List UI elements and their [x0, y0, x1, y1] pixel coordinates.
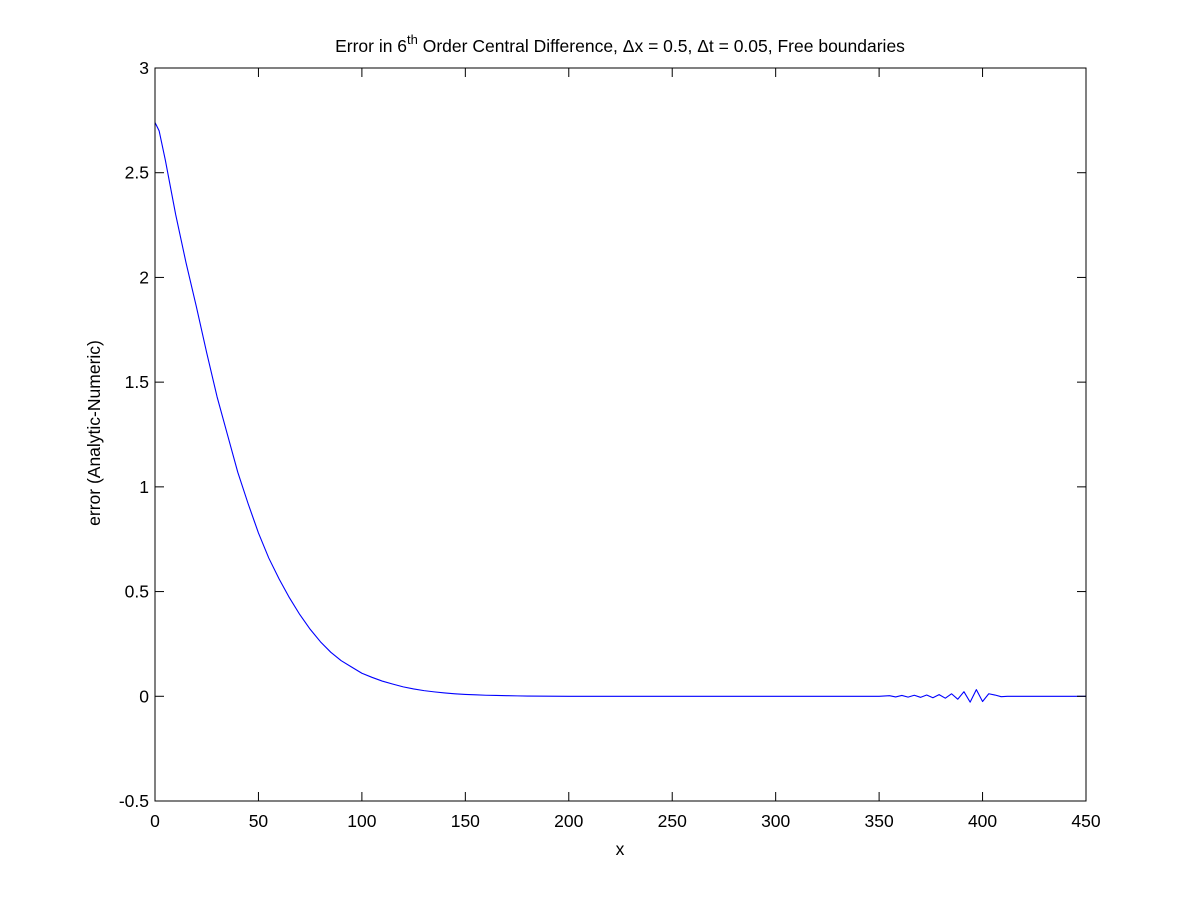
plot-area: 0 50 100 150 200 250 300 350 400 450-0.500.511.52…	[119, 58, 1101, 831]
x-tick-label: 150	[451, 811, 480, 831]
x-axis-label: x	[616, 839, 625, 859]
x-tick-label: 300	[761, 811, 790, 831]
x-tick-label: 450	[1071, 811, 1100, 831]
chart-title: Error in 6th Order Central Difference, Δ…	[335, 32, 905, 56]
x-tick-label: 350	[865, 811, 894, 831]
x-tick-label: 200	[554, 811, 583, 831]
y-tick-label: 2.5	[125, 163, 149, 183]
y-tick-label: 0	[139, 686, 149, 706]
y-tick-label: 2	[139, 267, 149, 287]
x-tick-label: 400	[968, 811, 997, 831]
series-line-1	[154, 122, 1086, 703]
y-tick-label: 1.5	[125, 372, 149, 392]
y-tick-label: 3	[139, 58, 149, 78]
x-tick-label: 0	[150, 811, 160, 831]
chart-title-prefix: Error in 6	[335, 36, 407, 56]
chart-title-superscript: th	[407, 32, 418, 47]
chart-title-suffix: Order Central Difference, Δx = 0.5, Δt =…	[418, 36, 905, 56]
y-tick-label: 1	[139, 477, 149, 497]
y-tick-label: -0.5	[119, 791, 149, 811]
x-tick-label: 50	[249, 811, 269, 831]
x-tick-label: 250	[658, 811, 687, 831]
y-axis-label: error (Analytic-Numeric)	[84, 340, 104, 526]
axes-box	[154, 67, 1087, 802]
x-tick-label: 100	[347, 811, 376, 831]
y-tick-label: 0.5	[125, 582, 149, 602]
